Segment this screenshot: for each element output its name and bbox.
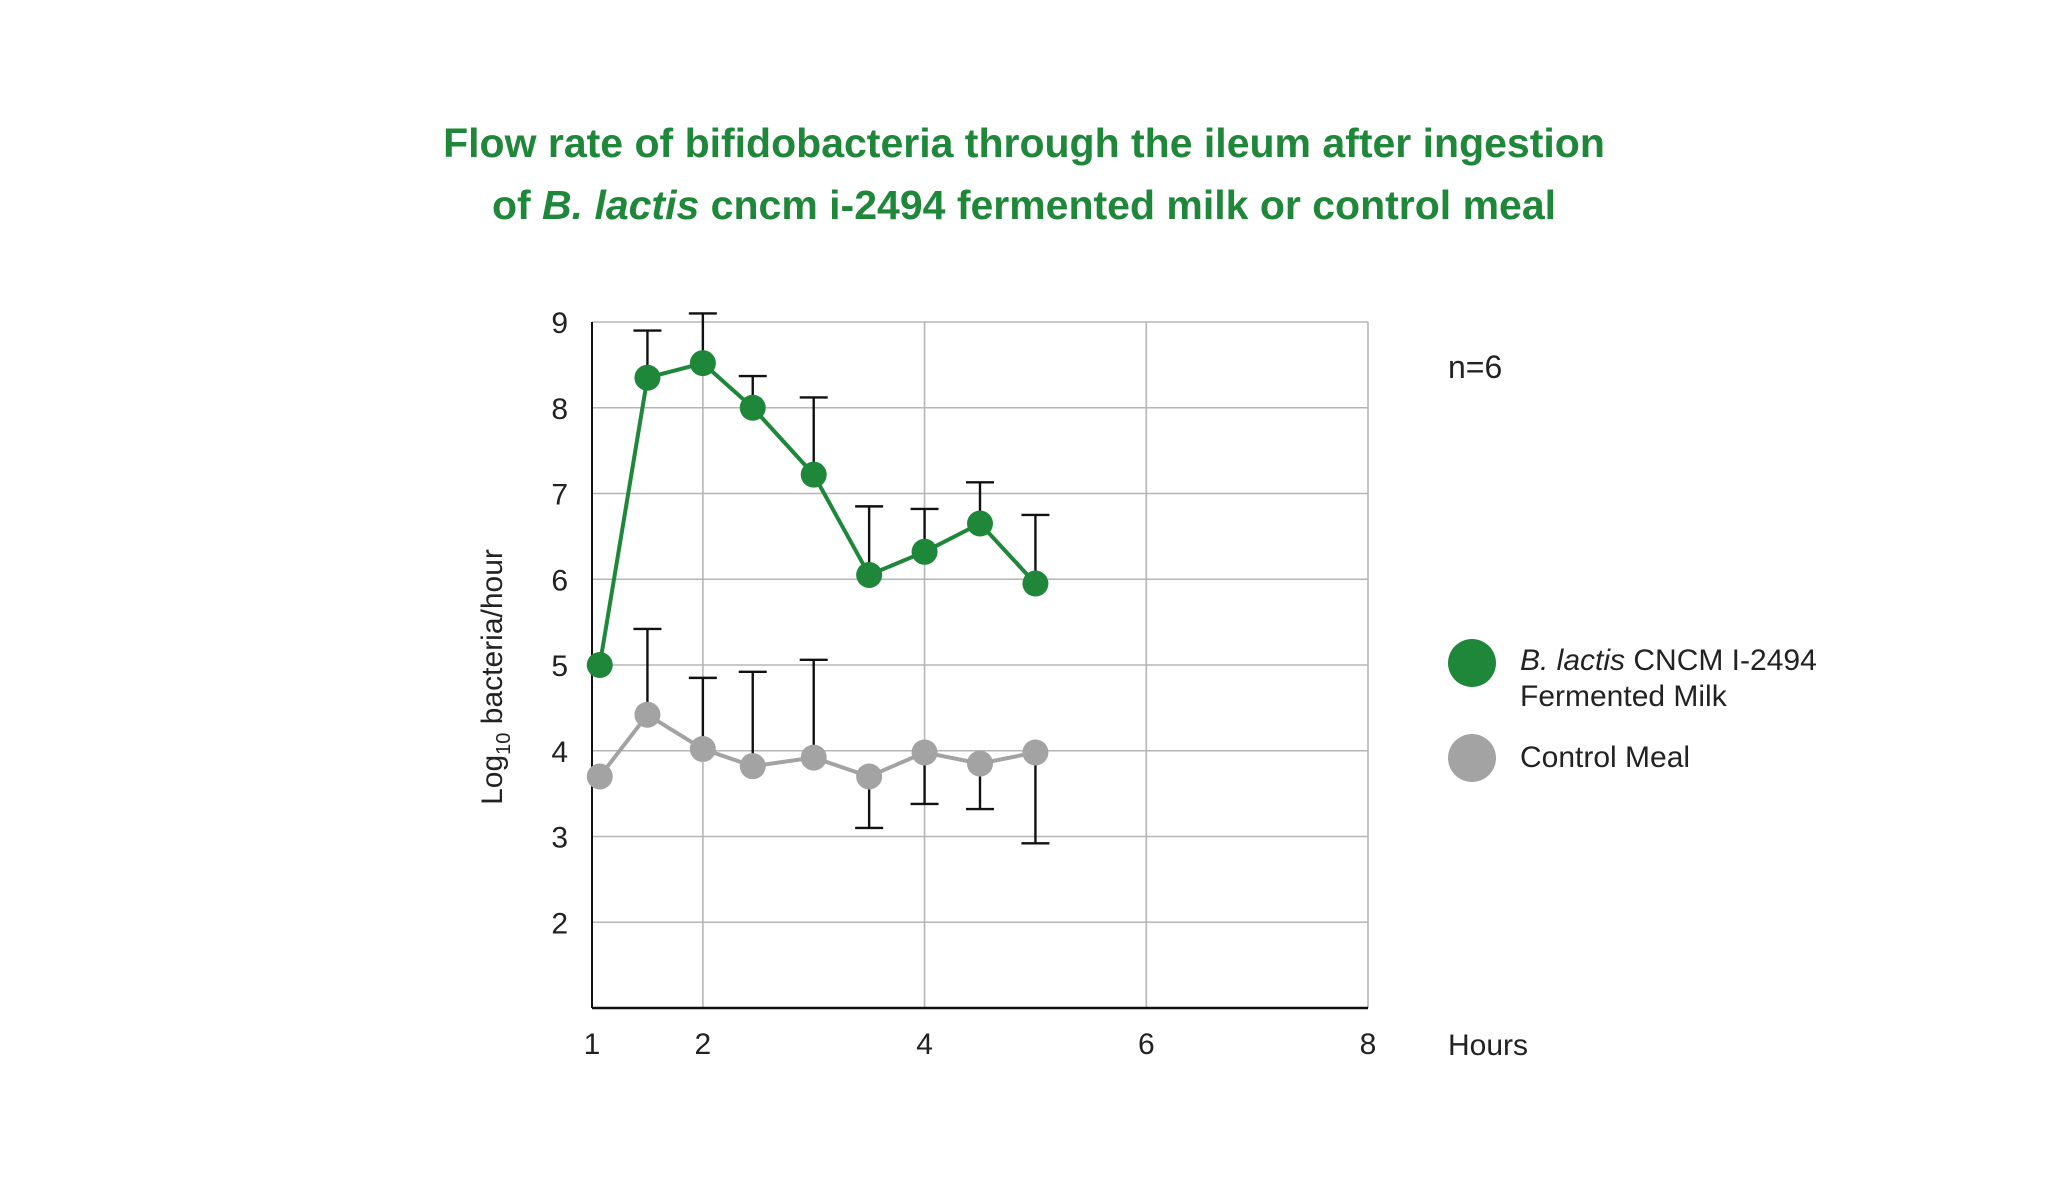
control-point-8 — [1022, 739, 1049, 766]
bifido-point-7 — [967, 510, 993, 537]
series — [586, 350, 1049, 790]
control-point-6 — [911, 739, 938, 766]
bifido-point-8 — [1022, 570, 1049, 597]
x-tick-label-6: 6 — [1138, 1028, 1155, 1061]
legend-label-control: Control Meal — [1520, 741, 1690, 774]
x-tick-label-2: 2 — [695, 1028, 712, 1061]
labels: 2 3 4 5 6 7 8 9 1 2 4 6 8 Hours Log10 bacteria/hour n=6… — [476, 307, 1817, 1062]
y-tick-label-4: 4 — [551, 736, 568, 769]
control-point-5 — [856, 763, 883, 790]
y-tick-label-3: 3 — [551, 822, 568, 855]
y-tick-label-7: 7 — [551, 479, 568, 512]
y-axis-label: Log10 bacteria/hour — [476, 549, 515, 805]
legend-marker-control — [1448, 734, 1496, 782]
x-tick-label-4: 4 — [916, 1028, 933, 1061]
control-point-2 — [689, 736, 716, 763]
chart-title-line-2: of B. lactis cncm i-2494 fermented milk … — [0, 182, 2048, 229]
bifido-point-1 — [634, 364, 661, 391]
error-bars — [633, 312, 1050, 845]
control-point-0 — [586, 763, 613, 790]
bifido-point-0 — [586, 652, 613, 678]
y-tick-label-9: 9 — [551, 307, 568, 340]
chart-title-line-1: Flow rate of bifidobacteria through the … — [0, 120, 2048, 167]
legend-label-bifido-line-1: B. lactis CNCM I-2494 — [1520, 644, 1817, 677]
legend-marker-bifido — [1448, 639, 1496, 687]
bifido-point-2 — [689, 350, 716, 377]
bifido-point-3 — [739, 394, 766, 421]
x-tick-label-8: 8 — [1360, 1028, 1377, 1061]
bifido-point-5 — [856, 561, 883, 588]
title-prefix: of — [491, 182, 543, 228]
x-tick-label-1: 1 — [584, 1028, 601, 1061]
grid — [591, 321, 1369, 1008]
control-point-7 — [967, 750, 993, 777]
title-text-1: Flow rate of bifidobacteria through the … — [443, 120, 1605, 166]
bifido-point-6 — [911, 538, 938, 565]
sample-size-annotation: n=6 — [1448, 349, 1502, 385]
y-tick-label-8: 8 — [551, 393, 568, 426]
y-tick-label-6: 6 — [551, 564, 568, 597]
legend-label-bifido-line-2: Fermented Milk — [1520, 680, 1728, 713]
x-axis-label: Hours — [1448, 1029, 1528, 1062]
title-suffix: cncm i-2494 fermented milk or control me… — [699, 182, 1557, 228]
y-tick-label-5: 5 — [551, 650, 568, 683]
control-point-1 — [634, 701, 661, 728]
control-point-3 — [739, 753, 766, 780]
title-species: B. lactis — [542, 182, 700, 228]
y-tick-label-2: 2 — [551, 907, 568, 940]
control-point-4 — [800, 744, 827, 771]
bifido-point-4 — [800, 461, 827, 488]
